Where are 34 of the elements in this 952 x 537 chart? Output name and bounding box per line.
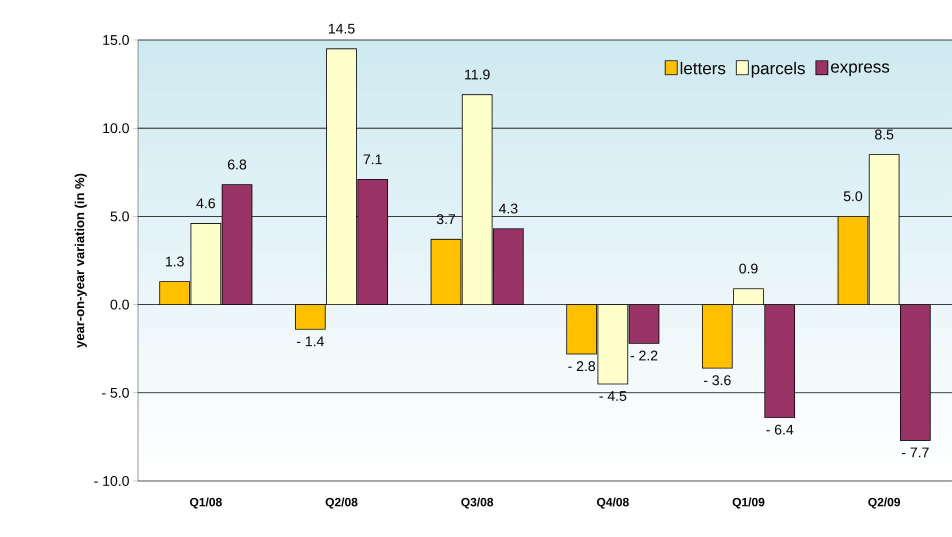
- data-label: 6.8: [228, 160, 246, 170]
- data-label: 11.9: [465, 70, 490, 80]
- data-label: 14.5: [328, 24, 355, 34]
- data-label: 3.7: [436, 214, 455, 224]
- data-label: - 2.8: [568, 361, 596, 372]
- x-tick-label: Q3/08: [461, 498, 494, 509]
- y-tick-label: 10.0: [103, 123, 129, 134]
- data-label: 4.6: [196, 198, 215, 208]
- legend-label: letters: [680, 62, 726, 74]
- data-label: 8.5: [875, 130, 894, 140]
- x-tick-label: Q1/09: [732, 498, 764, 509]
- data-label: - 1.4: [296, 336, 324, 346]
- y-tick-label: - 10.0: [94, 476, 129, 486]
- y-axis-title: year-on-year variation (in %): [74, 174, 87, 348]
- data-label: - 3.6: [704, 375, 731, 386]
- y-tick-label: - 5.0: [102, 388, 129, 398]
- data-label: 1.3: [166, 256, 184, 266]
- legend-label: parcels: [752, 62, 805, 78]
- y-tick-label: 0.0: [110, 300, 129, 310]
- data-label: 5.0: [844, 191, 862, 202]
- data-label: - 2.2: [630, 350, 658, 360]
- data-label: - 4.5: [599, 391, 626, 401]
- legend-label: express: [831, 63, 890, 76]
- x-tick-label: Q1/08: [190, 498, 222, 509]
- data-label: 7.1: [364, 154, 382, 164]
- x-tick-label: Q4/08: [596, 498, 629, 509]
- data-label: 0.9: [739, 264, 758, 274]
- x-tick-label: Q2/08: [326, 498, 358, 509]
- data-label: 4.3: [498, 204, 518, 214]
- y-tick-label: 5.0: [110, 211, 129, 222]
- data-label: - 7.7: [902, 448, 929, 458]
- data-label: - 6.4: [766, 424, 794, 435]
- x-tick-label: Q2/09: [868, 498, 900, 509]
- y-tick-label: 15.0: [103, 35, 129, 45]
